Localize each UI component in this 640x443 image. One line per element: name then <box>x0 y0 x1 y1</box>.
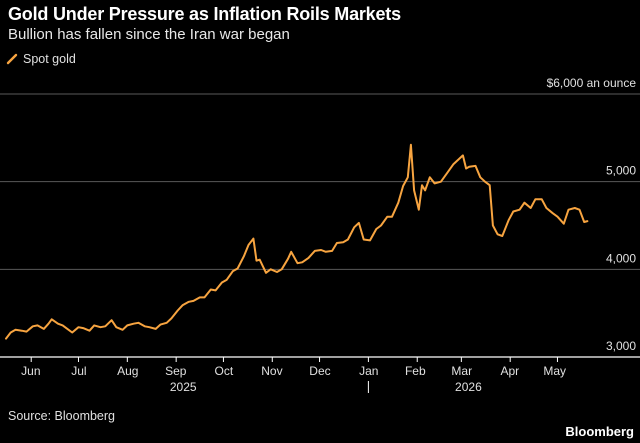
y-tick-label: 5,000 <box>606 164 636 178</box>
x-tick-label: Feb <box>405 364 426 378</box>
x-tick-label: Dec <box>309 364 330 378</box>
x-tick-label: Nov <box>261 364 282 378</box>
x-tick-label: Sep <box>165 364 187 378</box>
x-year-label: 2026 <box>455 380 482 394</box>
x-tick-label: Jun <box>21 364 40 378</box>
chart-title: Gold Under Pressure as Inflation Roils M… <box>8 4 401 24</box>
x-tick-label: Jan <box>359 364 378 378</box>
x-tick-label: Oct <box>215 364 234 378</box>
y-tick-label: $6,000 an ounce <box>547 76 637 90</box>
bloomberg-logo: Bloomberg <box>565 424 634 439</box>
legend: Spot gold <box>6 52 76 66</box>
legend-label: Spot gold <box>23 52 76 66</box>
legend-swatch-icon <box>6 53 18 65</box>
x-tick-label: Jul <box>71 364 86 378</box>
chart-subtitle: Bullion has fallen since the Iran war be… <box>8 26 290 43</box>
spot-gold-line <box>5 143 589 340</box>
source-note: Source: Bloomberg <box>8 409 116 423</box>
x-year-label: 2025 <box>170 380 197 394</box>
x-tick-label: Apr <box>500 364 519 378</box>
x-tick-label: Aug <box>117 364 138 378</box>
y-axis-ticks: 3,000 4,000 5,000 $6,000 an ounce <box>547 76 637 353</box>
grid-lines <box>0 93 640 358</box>
x-tick-label: Mar <box>451 364 472 378</box>
y-tick-label: 3,000 <box>606 339 636 353</box>
x-tick-label: May <box>543 364 566 378</box>
x-axis: Jun Jul Aug Sep Oct Nov Dec Jan Feb Mar Apr May 2025… <box>21 357 566 394</box>
y-tick-label: 4,000 <box>606 251 636 265</box>
